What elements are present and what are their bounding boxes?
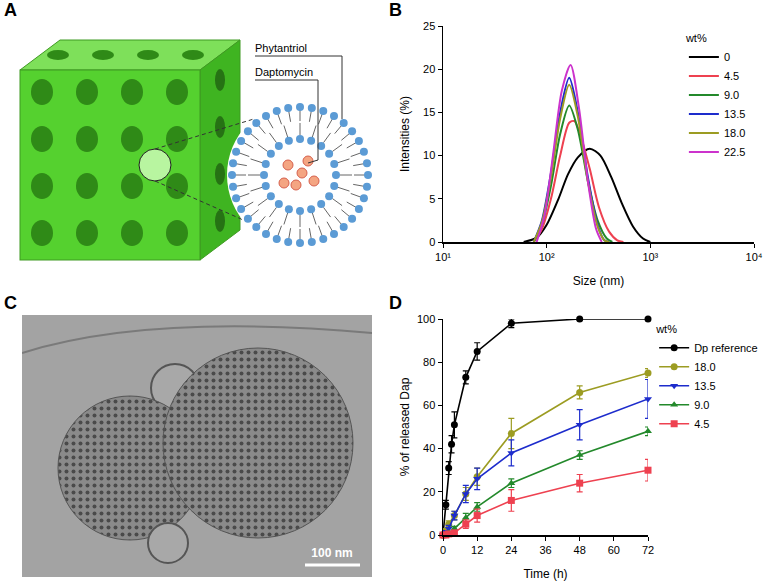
svg-text:80: 80 xyxy=(423,356,435,368)
svg-text:18.0: 18.0 xyxy=(694,361,715,373)
svg-text:22.5: 22.5 xyxy=(724,146,745,158)
svg-text:10⁴: 10⁴ xyxy=(746,251,763,263)
svg-text:15: 15 xyxy=(423,106,435,118)
svg-text:10²: 10² xyxy=(539,251,555,263)
svg-text:Phytantriol: Phytantriol xyxy=(255,42,307,54)
svg-text:9.0: 9.0 xyxy=(694,399,709,411)
svg-text:Dp reference: Dp reference xyxy=(694,342,758,354)
svg-text:24: 24 xyxy=(505,544,517,556)
svg-text:40: 40 xyxy=(423,442,435,454)
svg-text:9.0: 9.0 xyxy=(724,89,739,101)
svg-text:wt%: wt% xyxy=(685,32,707,44)
svg-text:100 nm: 100 nm xyxy=(311,546,352,560)
html-text:A: A xyxy=(4,0,17,20)
svg-text:13.5: 13.5 xyxy=(694,380,715,392)
svg-text:0: 0 xyxy=(429,529,435,541)
svg-text:% of released Dap: % of released Dap xyxy=(398,377,412,476)
svg-text:36: 36 xyxy=(539,544,551,556)
svg-text:wt%: wt% xyxy=(655,323,677,335)
svg-text:60: 60 xyxy=(423,399,435,411)
svg-text:48: 48 xyxy=(574,544,586,556)
svg-text:0: 0 xyxy=(440,544,446,556)
svg-text:0: 0 xyxy=(429,236,435,248)
svg-text:4.5: 4.5 xyxy=(694,418,709,430)
svg-text:5: 5 xyxy=(429,193,435,205)
html-text:C: C xyxy=(4,293,17,313)
svg-text:20: 20 xyxy=(423,486,435,498)
svg-text:20: 20 xyxy=(423,63,435,75)
svg-text:25: 25 xyxy=(423,20,435,32)
html-text:D: D xyxy=(389,293,402,313)
svg-text:18.0: 18.0 xyxy=(724,127,745,139)
svg-text:Size (nm): Size (nm) xyxy=(573,274,624,288)
svg-text:10³: 10³ xyxy=(642,251,658,263)
html-text:B: B xyxy=(389,0,402,20)
svg-text:0: 0 xyxy=(724,51,730,63)
svg-text:10¹: 10¹ xyxy=(435,251,451,263)
svg-text:Intensities (%): Intensities (%) xyxy=(398,96,412,172)
svg-text:72: 72 xyxy=(642,544,654,556)
svg-text:10: 10 xyxy=(423,149,435,161)
svg-text:60: 60 xyxy=(608,544,620,556)
svg-text:12: 12 xyxy=(471,544,483,556)
svg-text:Daptomycin: Daptomycin xyxy=(255,66,313,78)
svg-text:4.5: 4.5 xyxy=(724,70,739,82)
svg-text:13.5: 13.5 xyxy=(724,108,745,120)
svg-text:100: 100 xyxy=(417,313,435,325)
svg-text:Time (h): Time (h) xyxy=(523,567,567,581)
